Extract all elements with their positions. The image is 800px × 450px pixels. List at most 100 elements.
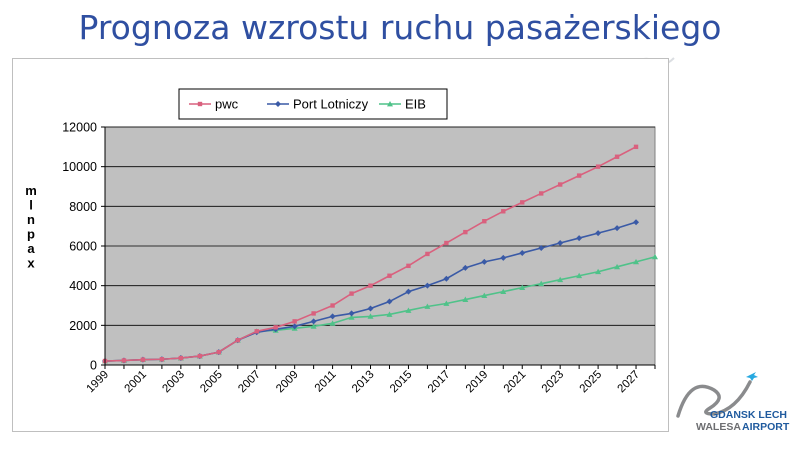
data-point — [425, 251, 430, 257]
data-point — [538, 244, 545, 251]
data-point — [595, 230, 602, 237]
data-point — [235, 338, 240, 343]
data-point — [595, 164, 601, 169]
x-tick-label: 1999 — [85, 369, 112, 396]
data-point — [424, 282, 431, 289]
data-point — [292, 319, 297, 324]
data-point — [273, 325, 278, 330]
data-point — [216, 349, 221, 355]
plane-icon — [746, 372, 758, 381]
data-point — [557, 240, 564, 247]
data-point — [520, 200, 525, 205]
data-point — [387, 273, 392, 278]
y-tick-label: 12000 — [62, 121, 97, 135]
y-axis-label-char: m — [25, 183, 37, 198]
series-pwc — [102, 144, 639, 364]
data-point — [405, 288, 412, 295]
data-point — [633, 144, 639, 150]
data-point — [614, 225, 621, 232]
y-axis-label-char: l — [29, 198, 33, 213]
data-point — [538, 280, 545, 287]
x-tick-label: 2027 — [616, 369, 643, 396]
data-point — [140, 357, 146, 362]
logo-line3: AIRPORT — [742, 421, 790, 433]
data-point — [159, 357, 165, 362]
legend-item: pwc — [189, 97, 239, 112]
legend-label: Port Lotniczy — [293, 97, 369, 112]
data-point — [197, 101, 203, 107]
data-point — [633, 219, 640, 226]
y-tick-label: 10000 — [62, 160, 97, 174]
data-point — [329, 320, 336, 326]
data-point — [386, 298, 393, 305]
data-point — [329, 313, 336, 320]
x-tick-label: 2003 — [160, 369, 187, 396]
legend-item: Port Lotniczy — [267, 97, 369, 112]
data-point — [557, 182, 563, 187]
legend: pwc Port Lotniczy EIB — [178, 88, 448, 120]
data-point — [463, 229, 468, 235]
data-point — [481, 258, 488, 265]
data-point — [367, 313, 374, 319]
x-tick-label: 2011 — [313, 369, 339, 395]
data-point — [197, 353, 203, 359]
y-axis-label-char: a — [27, 241, 35, 256]
data-point — [348, 310, 355, 317]
data-point — [652, 253, 658, 260]
data-point — [557, 276, 564, 283]
data-point — [178, 355, 184, 361]
data-point — [443, 275, 450, 282]
data-point — [275, 101, 281, 107]
x-tick-label: 2015 — [388, 369, 415, 396]
line-chart: 0 2000 4000 6000 8000 10000 12000 1999 2001 2003 2… — [25, 88, 658, 396]
data-point — [121, 358, 127, 363]
data-point — [368, 283, 373, 288]
y-tick-label: 8000 — [69, 200, 97, 214]
data-point — [386, 311, 393, 317]
legend-item: EIB — [379, 97, 426, 112]
data-point — [482, 219, 487, 224]
x-tick-label: 2013 — [350, 369, 377, 396]
data-point — [462, 264, 469, 271]
data-point — [501, 209, 506, 214]
x-tick-label: 2023 — [540, 369, 567, 396]
airport-logo: GDANSK LECH WALESA AIRPORT — [670, 368, 795, 438]
legend-label: pwc — [215, 97, 239, 112]
data-point — [405, 307, 412, 313]
data-point — [444, 240, 449, 246]
x-tick-label: 2001 — [122, 369, 149, 396]
data-point — [254, 329, 259, 334]
data-point — [500, 254, 507, 261]
data-point — [576, 272, 583, 279]
data-point — [500, 288, 507, 295]
data-point — [614, 263, 621, 270]
x-tick-label: 2021 — [502, 369, 529, 396]
data-point — [614, 154, 620, 159]
y-axis-label-char: n — [27, 212, 35, 227]
data-point — [595, 268, 602, 275]
logo-line2: WALESA — [696, 421, 741, 433]
data-point — [367, 305, 374, 312]
y-axis-label-char: p — [27, 227, 35, 242]
x-tick-label: 2007 — [236, 369, 263, 396]
data-point — [576, 173, 582, 178]
y-tick-label: 2000 — [69, 319, 97, 333]
data-point — [633, 258, 640, 265]
data-point — [291, 323, 298, 330]
data-point — [387, 101, 393, 107]
data-point — [311, 311, 316, 316]
data-point — [481, 292, 488, 298]
y-tick-label: 4000 — [69, 279, 97, 293]
x-tick-label: 2005 — [198, 369, 225, 396]
data-point — [519, 249, 526, 256]
x-tick-label: 2017 — [426, 369, 453, 396]
data-point — [349, 291, 354, 296]
data-point — [539, 191, 544, 196]
data-point — [424, 303, 431, 309]
data-point — [330, 303, 335, 308]
data-point — [462, 296, 469, 302]
data-point — [310, 323, 317, 329]
data-point — [576, 235, 583, 242]
chart-frame: 0 2000 4000 6000 8000 10000 12000 1999 2001 2003 2… — [12, 58, 669, 432]
data-point — [443, 300, 450, 306]
